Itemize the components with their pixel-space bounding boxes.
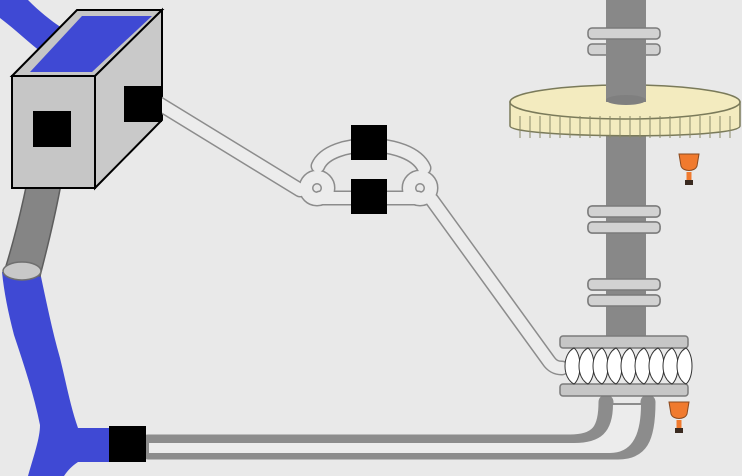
port-junction-lower[interactable] <box>351 179 387 214</box>
turbine-blades <box>564 347 693 385</box>
shaft-collar <box>587 221 661 234</box>
pipe-tank-to-junction-inner <box>152 97 306 196</box>
turbine-blade <box>662 347 679 385</box>
shaft-collar <box>587 278 661 291</box>
turbine-bottom-plate <box>559 383 689 397</box>
port-tank-side[interactable] <box>124 86 162 122</box>
shaft-collar <box>587 27 661 40</box>
water-drain-stream <box>2 272 110 476</box>
gear-teeth <box>519 116 731 138</box>
gear-hub-cap <box>606 95 646 105</box>
shaft-collar <box>587 205 661 218</box>
pipe-junction-left-bulb-inner <box>300 171 334 205</box>
turbine-top-plate <box>559 335 689 349</box>
turbine-blade <box>648 347 665 385</box>
port-tank-bottom[interactable] <box>33 111 71 147</box>
gear-shaft-hub <box>606 40 646 102</box>
oil-cup <box>668 401 690 433</box>
shaft-collar <box>587 294 661 307</box>
tank-water-surface <box>30 16 152 72</box>
gear-wheel <box>509 40 741 138</box>
port-junction-upper[interactable] <box>351 125 387 160</box>
oil-cup <box>678 153 700 185</box>
turbine-blade <box>606 347 623 385</box>
turbine-blade <box>564 347 581 385</box>
pipe-junction-to-turbine-inner <box>426 194 568 374</box>
drain-hose-opening <box>2 261 42 281</box>
turbine-blade <box>634 347 651 385</box>
turbine-blade <box>592 347 609 385</box>
vertical-shaft-lower <box>606 140 646 344</box>
pipe-outlet-channel <box>147 403 644 455</box>
turbine-blade <box>676 347 693 385</box>
turbine-blade <box>620 347 637 385</box>
turbine-runner <box>559 335 693 397</box>
pipe-junction-right-bulb-inner <box>403 171 437 205</box>
port-outlet[interactable] <box>109 426 146 462</box>
turbine-blade <box>578 347 595 385</box>
